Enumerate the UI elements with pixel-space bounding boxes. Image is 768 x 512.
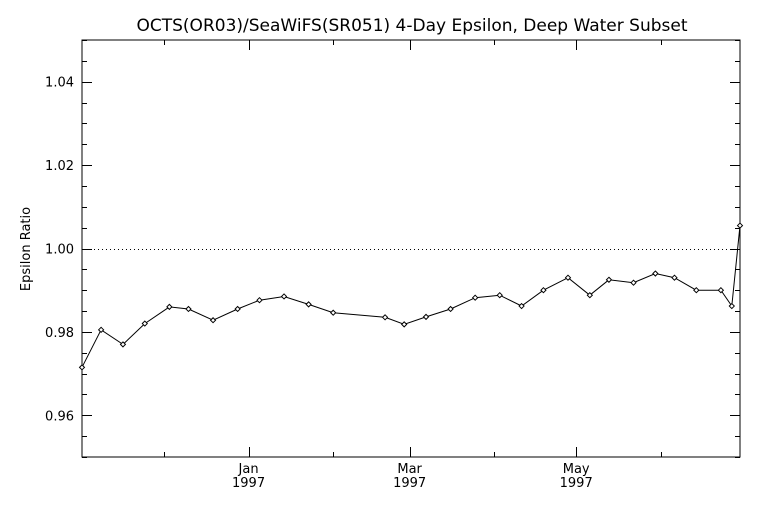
data-point (141, 320, 149, 327)
data-point (564, 274, 572, 281)
x-tick-label-year: 1997 (560, 476, 593, 491)
x-tick-label-year: 1997 (393, 476, 426, 491)
data-point (422, 313, 430, 321)
data-point (605, 276, 613, 283)
data-point (693, 286, 700, 294)
data-point (234, 305, 241, 313)
data-point (305, 301, 312, 308)
y-tick-label: 1.02 (45, 159, 74, 174)
data-point (381, 314, 389, 321)
data-point (717, 286, 725, 294)
y-axis-label: Epsilon Ratio (19, 207, 34, 291)
data-point (256, 297, 263, 304)
plot-layer: 0.960.981.001.021.04Jan1997Mar1997May199… (45, 39, 744, 491)
data-point (630, 279, 637, 286)
data-point (671, 274, 678, 281)
data-point (586, 291, 594, 299)
data-point (471, 294, 479, 301)
y-tick-label: 1.00 (45, 243, 74, 258)
y-tick-label: 0.96 (45, 409, 74, 424)
chart-title: OCTS(OR03)/SeaWiFS(SR051) 4-Day Epsilon,… (137, 16, 688, 36)
x-tick-label-month: Jan (238, 462, 259, 477)
data-point (78, 364, 86, 371)
x-tick-label-month: May (563, 462, 590, 477)
data-point (209, 317, 217, 324)
data-point (280, 293, 288, 300)
data-point (540, 286, 547, 294)
data-point (496, 291, 503, 299)
data-point (329, 309, 337, 316)
x-tick-label-year: 1997 (232, 476, 265, 491)
data-point (185, 305, 192, 313)
x-tick-label-month: Mar (397, 462, 422, 477)
series-line (81, 225, 741, 368)
y-tick-label: 1.04 (45, 76, 74, 91)
data-point (97, 326, 105, 334)
data-point (728, 302, 736, 310)
data-point (447, 305, 454, 313)
data-point (652, 270, 659, 277)
data-point (518, 302, 525, 310)
data-point (166, 303, 173, 311)
data-point (736, 222, 744, 229)
data-point (400, 321, 408, 328)
data-point (119, 341, 127, 348)
y-tick-label: 0.98 (45, 326, 74, 341)
